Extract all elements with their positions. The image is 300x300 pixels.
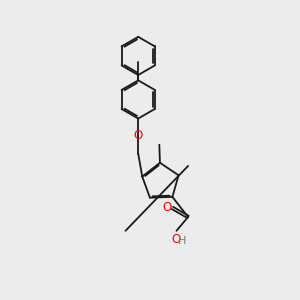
Text: O: O [134, 129, 143, 142]
Text: O: O [172, 233, 181, 246]
Text: H: H [178, 236, 187, 246]
Text: O: O [162, 202, 171, 214]
